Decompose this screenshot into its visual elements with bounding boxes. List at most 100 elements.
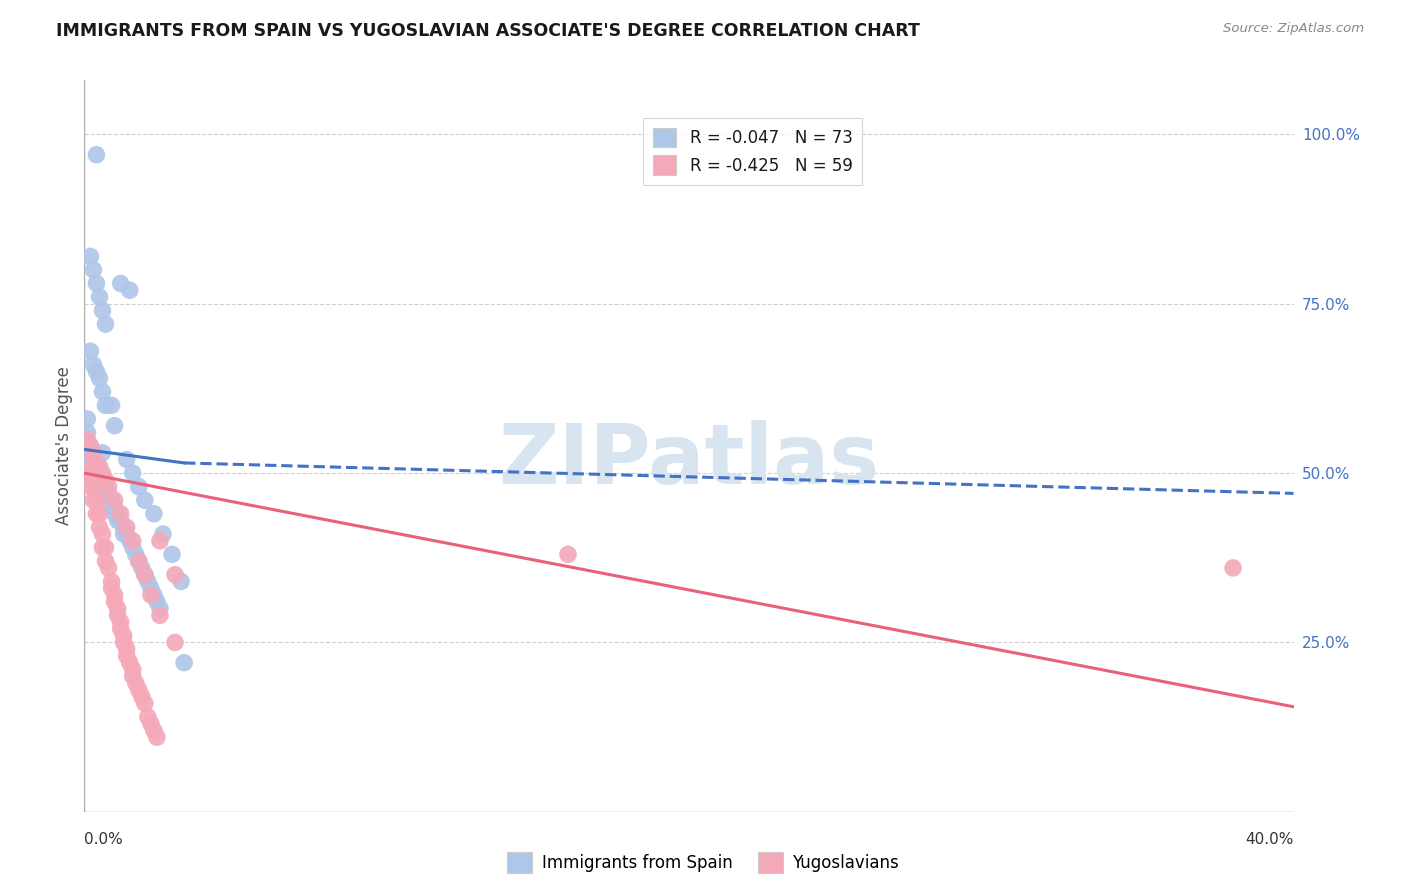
Point [76, 466, 98, 480]
Point [94, 398, 117, 412]
Point [89, 466, 111, 480]
Point [149, 601, 172, 615]
Point [170, 574, 193, 589]
Point [136, 574, 159, 589]
Point [118, 283, 141, 297]
Point [125, 547, 148, 561]
Point [104, 418, 127, 433]
Point [134, 567, 156, 582]
Point [79, 249, 101, 263]
Point [86, 459, 108, 474]
Point [104, 507, 127, 521]
Point [104, 500, 127, 514]
Point [100, 500, 122, 514]
Point [121, 466, 143, 480]
Point [82, 263, 104, 277]
Point [146, 595, 169, 609]
Point [104, 595, 127, 609]
Point [160, 547, 183, 561]
Point [86, 459, 108, 474]
Point [121, 663, 143, 677]
Point [97, 480, 120, 494]
Point [128, 554, 150, 568]
Point [76, 439, 98, 453]
Point [110, 615, 132, 629]
Point [89, 507, 111, 521]
Point [107, 514, 129, 528]
Point [100, 574, 122, 589]
Point [86, 507, 108, 521]
Point [91, 473, 114, 487]
Point [86, 466, 108, 480]
Point [107, 601, 129, 615]
Point [131, 561, 153, 575]
Point [149, 533, 172, 548]
Point [86, 277, 108, 291]
Point [82, 358, 104, 372]
Point [97, 486, 120, 500]
Point [104, 588, 127, 602]
Point [115, 452, 138, 467]
Point [110, 277, 132, 291]
Point [76, 459, 98, 474]
Point [89, 473, 111, 487]
Point [82, 493, 104, 508]
Point [94, 486, 117, 500]
Point [152, 527, 174, 541]
Point [115, 527, 138, 541]
Point [134, 493, 156, 508]
Point [97, 561, 120, 575]
Point [91, 466, 114, 480]
Point [139, 716, 162, 731]
Point [134, 697, 156, 711]
Point [76, 452, 98, 467]
Text: IMMIGRANTS FROM SPAIN VS YUGOSLAVIAN ASSOCIATE'S DEGREE CORRELATION CHART: IMMIGRANTS FROM SPAIN VS YUGOSLAVIAN ASS… [56, 22, 920, 40]
Point [82, 466, 104, 480]
Point [94, 473, 117, 487]
Point [104, 493, 127, 508]
Point [142, 588, 165, 602]
Point [121, 541, 143, 555]
Point [112, 629, 135, 643]
Point [125, 676, 148, 690]
Point [100, 493, 122, 508]
Point [115, 642, 138, 657]
Point [112, 527, 135, 541]
Point [128, 682, 150, 697]
Point [110, 622, 132, 636]
Text: 0.0%: 0.0% [84, 832, 124, 847]
Point [82, 446, 104, 460]
Point [149, 608, 172, 623]
Point [94, 480, 117, 494]
Point [79, 466, 101, 480]
Text: Source: ZipAtlas.com: Source: ZipAtlas.com [1223, 22, 1364, 36]
Point [139, 581, 162, 595]
Point [121, 669, 143, 683]
Point [76, 432, 98, 446]
Point [121, 533, 143, 548]
Point [86, 480, 108, 494]
Point [94, 541, 117, 555]
Point [79, 344, 101, 359]
Point [146, 730, 169, 744]
Point [76, 412, 98, 426]
Point [79, 473, 101, 487]
Point [128, 480, 150, 494]
Point [173, 656, 195, 670]
Point [136, 710, 159, 724]
Point [115, 648, 138, 663]
Point [82, 473, 104, 487]
Point [142, 723, 165, 738]
Point [100, 398, 122, 412]
Point [82, 480, 104, 494]
Point [142, 507, 165, 521]
Text: ZIPatlas: ZIPatlas [499, 420, 879, 501]
Point [94, 317, 117, 331]
Point [118, 656, 141, 670]
Point [79, 480, 101, 494]
Text: 40.0%: 40.0% [1246, 832, 1294, 847]
Point [89, 290, 111, 304]
Point [107, 507, 129, 521]
Legend: R = -0.047   N = 73, R = -0.425   N = 59: R = -0.047 N = 73, R = -0.425 N = 59 [643, 118, 862, 185]
Point [79, 466, 101, 480]
